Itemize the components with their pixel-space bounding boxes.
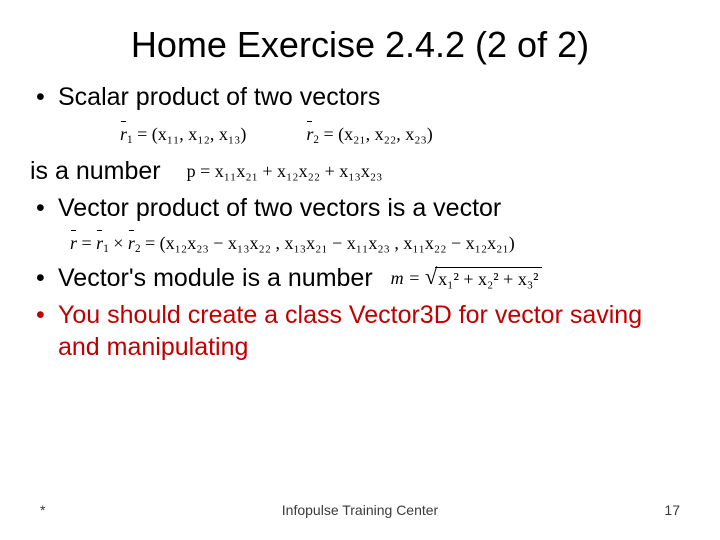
vector-bar-r1: r — [120, 123, 127, 146]
vector-bar-r1: r — [96, 232, 103, 255]
var-r: r — [96, 233, 103, 253]
is-a-number-row: is a number p = x₁₁x₂₁ + x₁₂x₂₂ + x₁₃x₂₃ — [30, 156, 690, 187]
var-r: r — [120, 124, 127, 144]
formula-r2: r2 = (x₂₁, x₂₂, x₂₃) — [306, 123, 432, 148]
sub-2: 2 — [313, 134, 319, 146]
bullet-list: Vector product of two vectors is a vecto… — [30, 193, 690, 224]
sqrt: √ x₁² + x₂² + x₃² — [425, 267, 542, 291]
var-r: r — [70, 233, 77, 253]
slide-title: Home Exercise 2.4.2 (2 of 2) — [0, 0, 720, 76]
bullet-vector-product: Vector product of two vectors is a vecto… — [30, 193, 690, 224]
bullet-module: Vector's module is a number m = √ x₁² + … — [30, 263, 690, 294]
text-is-a-number: is a number — [30, 156, 161, 187]
sub-1: 1 — [127, 134, 133, 146]
cross-rhs: = (x₁₂x₂₃ − x₁₃x₂₂ , x₁₃x₂₁ − x₁₁x₂₃ , x… — [145, 233, 515, 253]
bullet-task-highlight: You should create a class Vector3D for v… — [30, 300, 690, 363]
m-lhs: m = — [391, 268, 421, 288]
eq-sign: = — [82, 233, 97, 253]
formula-r1: r1 = (x₁₁, x₁₂, x₁₃) — [120, 123, 246, 148]
bullet-list: Scalar product of two vectors — [30, 82, 690, 113]
slide: Home Exercise 2.4.2 (2 of 2) Scalar prod… — [0, 0, 720, 540]
vector-bar-r2: r — [128, 232, 135, 255]
times-sign: × — [113, 233, 128, 253]
formula-p: p = x₁₁x₂₁ + x₁₂x₂₂ + x₁₃x₂₃ — [187, 160, 383, 183]
r2-rhs: = (x₂₁, x₂₂, x₂₃) — [323, 124, 432, 144]
bullet-scalar-product: Scalar product of two vectors — [30, 82, 690, 113]
footer-center: Infopulse Training Center — [0, 502, 720, 518]
slide-footer: * Infopulse Training Center 17 — [0, 502, 720, 518]
var-r: r — [128, 233, 135, 253]
sub-2: 2 — [135, 243, 141, 255]
slide-body: Scalar product of two vectors r1 = (x₁₁,… — [0, 82, 720, 363]
sub-1: 1 — [103, 243, 109, 255]
bullet-module-text: Vector's module is a number — [58, 263, 373, 294]
formula-r1-r2-row: r1 = (x₁₁, x₁₂, x₁₃) r2 = (x₂₁, x₂₂, x₂₃… — [30, 123, 690, 148]
var-r: r — [306, 124, 313, 144]
bullet-list: Vector's module is a number m = √ x₁² + … — [30, 263, 690, 363]
vector-bar-r: r — [70, 232, 77, 255]
sqrt-body: x₁² + x₂² + x₃² — [435, 267, 541, 291]
formula-cross-product: r = r1 × r2 = (x₁₂x₂₃ − x₁₃x₂₂ , x₁₃x₂₁ … — [30, 232, 690, 257]
p-eq: p = x₁₁x₂₁ + x₁₂x₂₂ + x₁₃x₂₃ — [187, 161, 383, 181]
module-row: Vector's module is a number m = √ x₁² + … — [58, 263, 690, 294]
r1-rhs: = (x₁₁, x₁₂, x₁₃) — [137, 124, 246, 144]
formula-module: m = √ x₁² + x₂² + x₃² — [391, 267, 542, 291]
vector-bar-r2: r — [306, 123, 313, 146]
